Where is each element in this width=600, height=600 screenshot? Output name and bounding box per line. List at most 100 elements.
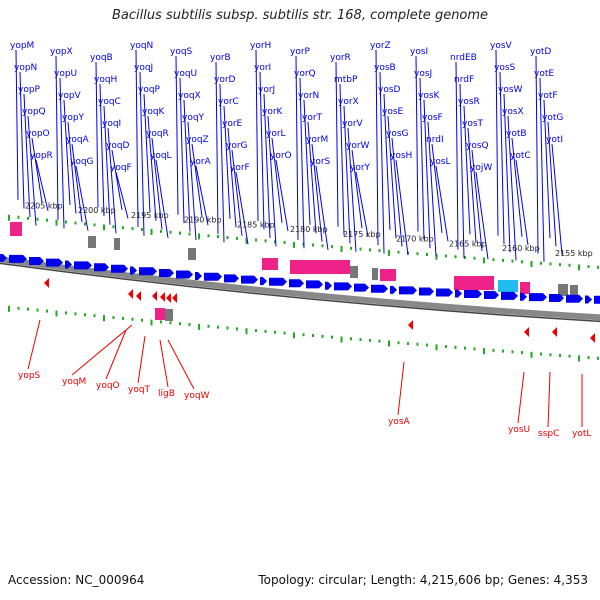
ruler-tick xyxy=(587,356,590,360)
ruler-tick xyxy=(245,328,248,335)
leader-line xyxy=(275,159,289,232)
gene-label: yoqO xyxy=(96,381,120,391)
forward-gene-arrow xyxy=(74,261,92,270)
leader-line xyxy=(551,143,563,255)
leader-line xyxy=(299,77,305,249)
gene-label: yosE xyxy=(382,107,404,117)
leader-line xyxy=(395,159,409,255)
ruler-tick xyxy=(321,244,324,248)
leader-line xyxy=(427,121,437,257)
ruler-label: 2170 kbp xyxy=(396,235,434,244)
ruler-tick xyxy=(207,324,210,328)
ruler-tick xyxy=(549,262,552,266)
feature-box xyxy=(350,266,358,278)
ruler-tick xyxy=(207,234,210,238)
ruler-tick xyxy=(65,220,67,224)
gene-label: yorY xyxy=(350,163,371,173)
ruler-tick xyxy=(264,329,267,333)
forward-gene-arrow xyxy=(436,288,453,297)
gene-label: yotB xyxy=(506,129,527,139)
reverse-gene-arrows xyxy=(44,278,595,343)
ruler-tick xyxy=(483,257,485,264)
leader-line xyxy=(339,83,345,235)
forward-gene-arrow xyxy=(390,285,397,294)
forward-gene-arrow xyxy=(484,290,499,299)
gene-label: yorX xyxy=(338,97,359,107)
leader-line xyxy=(391,137,403,247)
leader-line xyxy=(183,99,191,232)
ruler-tick xyxy=(568,354,571,358)
gene-label: yoqM xyxy=(62,377,86,387)
gene-label: mtbP xyxy=(334,75,358,85)
ruler-tick xyxy=(549,353,552,357)
ruler-tick xyxy=(369,248,371,252)
leader-line xyxy=(59,77,65,229)
leader-line xyxy=(303,99,311,225)
gene-label: yoqC xyxy=(98,97,121,107)
gene-label: yoqT xyxy=(128,385,151,395)
ruler-tick xyxy=(236,327,238,331)
ruler-tick xyxy=(122,316,124,320)
forward-feature-boxes xyxy=(10,222,578,297)
ruler-tick xyxy=(416,342,419,346)
forward-gene-arrow xyxy=(94,263,109,272)
ruler-tick xyxy=(492,348,495,352)
forward-gene-arrow xyxy=(585,295,592,304)
gene-label: yorG xyxy=(226,141,248,151)
reverse-gene-arrow xyxy=(152,291,157,301)
leader-line xyxy=(219,83,225,243)
ruler-tick xyxy=(141,318,143,322)
gene-label: nrdF xyxy=(454,75,474,85)
gene-label: yorO xyxy=(270,151,292,161)
reverse-gene-arrow xyxy=(166,293,171,303)
gene-label: yoqS xyxy=(170,47,193,57)
ruler-tick xyxy=(55,310,58,317)
ruler-tick xyxy=(578,264,580,271)
gene-label: nrdEB xyxy=(450,53,477,63)
gene-label: yoqW xyxy=(184,391,210,401)
ruler-tick xyxy=(17,306,20,310)
gene-label: yopP xyxy=(18,85,41,95)
ruler-tick xyxy=(283,241,286,245)
leader-line xyxy=(63,99,71,205)
gene-label: yopX xyxy=(50,47,73,57)
leader-line xyxy=(135,49,139,228)
ruler-tick xyxy=(236,236,238,240)
ruler-tick xyxy=(340,245,343,252)
ruler-tick xyxy=(55,219,58,226)
gene-label: yorN xyxy=(298,91,319,101)
leader-line xyxy=(507,115,517,261)
ruler-tick xyxy=(454,255,457,259)
ruler-label: 2205 kbp xyxy=(25,201,63,210)
gene-label: yopM xyxy=(10,41,34,51)
gene-label: yorJ xyxy=(258,85,275,95)
leader-line xyxy=(191,143,203,217)
ruler-label: 2185 kbp xyxy=(237,220,275,229)
leader-line xyxy=(517,371,525,424)
genome-backbone-shadow xyxy=(0,262,600,323)
ruler-tick xyxy=(388,340,390,347)
gene-label: yosQ xyxy=(466,141,489,151)
gene-label: yosF xyxy=(422,113,443,123)
leader-line xyxy=(415,55,419,232)
leader-line xyxy=(295,55,299,240)
ruler-tick xyxy=(93,223,96,227)
ruler-tick xyxy=(388,249,390,256)
gene-label: yoqF xyxy=(110,163,132,173)
ruler-tick xyxy=(359,247,362,251)
reverse-gene-labels: yopS yoqM yoqO yoqT ligB yoqW yosA yosU sspC yotL xyxy=(18,371,591,439)
ruler-tick xyxy=(255,329,257,333)
forward-gene-arrow xyxy=(354,283,369,292)
leader-line xyxy=(311,143,323,242)
ruler-tick xyxy=(264,239,267,243)
leader-line xyxy=(263,93,271,238)
ruler-tick xyxy=(122,226,124,230)
leader-line xyxy=(515,159,529,246)
feature-box xyxy=(290,260,350,274)
forward-gene-arrow xyxy=(594,295,600,304)
gene-label: yotC xyxy=(510,151,531,161)
reverse-gene-arrow xyxy=(590,333,595,343)
gene-label: yopV xyxy=(58,91,82,101)
feature-box xyxy=(88,236,96,248)
leader-line xyxy=(71,324,133,376)
